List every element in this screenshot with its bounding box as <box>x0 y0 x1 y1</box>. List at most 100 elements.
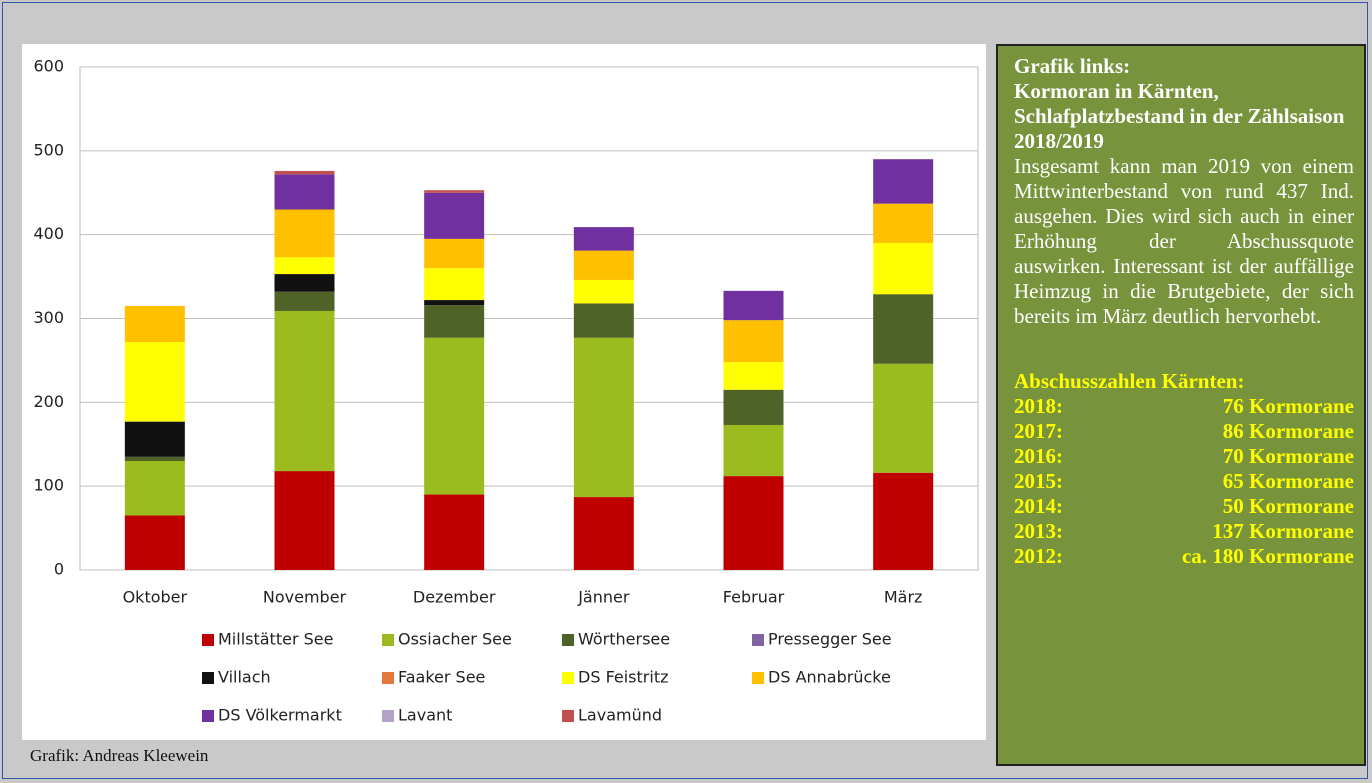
legend-swatch <box>752 672 764 684</box>
bar-segment <box>873 472 934 570</box>
bar-segment <box>723 389 784 425</box>
bar-segment <box>424 268 485 301</box>
legend-label: DS Feistritz <box>578 668 668 687</box>
sidebar: Grafik links: Kormoran in Kärnten, Schla… <box>996 44 1366 766</box>
bar-segment <box>573 250 634 280</box>
bar-segment <box>723 476 784 570</box>
bar-segment <box>274 471 335 570</box>
bar-segment <box>274 209 335 258</box>
legend-label: DS Völkermarkt <box>218 706 342 725</box>
chart: 0 100 200 300 400 500 600 Oktober November Dezemb… <box>33 57 979 725</box>
bar-segment <box>274 310 335 472</box>
bar-segment <box>573 497 634 570</box>
y-tick-label: 600 <box>33 57 64 76</box>
legend-swatch <box>382 634 394 646</box>
sidebar-heading: Kormoran in Kärnten, Schlafplatzbestand … <box>1014 79 1345 153</box>
bar-segment <box>124 456 185 462</box>
table-cell: 2015: <box>1014 469 1063 493</box>
table-row: 2012: ca. 180 Kormorane <box>1014 544 1354 569</box>
bar-segment <box>274 257 335 275</box>
bar-segment <box>424 190 485 193</box>
bar-segment <box>274 174 335 210</box>
legend-swatch <box>562 710 574 722</box>
legend-label: Lavant <box>398 706 452 725</box>
bar-segment <box>124 421 185 457</box>
table-row: 2015: 65 Kormorane <box>1014 469 1354 494</box>
sidebar-body: Insgesamt kann man 2019 von einem Mittwi… <box>1014 154 1354 328</box>
bar-segment <box>573 337 634 498</box>
table-title: Abschusszahlen Kärnten: <box>1014 369 1245 393</box>
table-cell: 50 Kormorane <box>1222 494 1354 518</box>
x-tick-label: Februar <box>723 588 785 607</box>
bar-segment <box>424 300 485 306</box>
bar-segment <box>424 192 485 239</box>
legend-swatch <box>202 634 214 646</box>
cull-table: 2018: 76 Kormorane 2017: 86 Kormorane 2016: 7… <box>1014 394 1354 569</box>
table-cell: 2018: <box>1014 394 1063 418</box>
y-tick-label: 400 <box>33 224 64 243</box>
legend-swatch <box>382 672 394 684</box>
bar-segment <box>723 424 784 477</box>
bar-segment <box>723 362 784 390</box>
sidebar-heading: Grafik links: <box>1014 54 1131 78</box>
x-tick-label: Jänner <box>577 588 630 607</box>
bar-segment <box>274 274 335 292</box>
legend-label: Pressegger See <box>768 630 892 649</box>
x-tick-label: März <box>884 588 923 607</box>
table-cell: 2012: <box>1014 544 1063 568</box>
y-tick-label: 300 <box>33 308 64 327</box>
legend-swatch <box>202 710 214 722</box>
table-row: 2013: 137 Kormorane <box>1014 519 1354 544</box>
table-cell: 65 Kormorane <box>1222 469 1354 493</box>
legend-label: Wörthersee <box>578 630 670 649</box>
bar-segment <box>873 243 934 295</box>
table-cell: 2017: <box>1014 419 1063 443</box>
legend-label: Ossiacher See <box>398 630 512 649</box>
y-tick-label: 0 <box>54 560 64 579</box>
legend-label: DS Annabrücke <box>768 668 891 687</box>
legend-swatch <box>562 672 574 684</box>
legend-swatch <box>202 672 214 684</box>
y-tick-label: 200 <box>33 392 64 411</box>
bar-segment <box>424 337 485 495</box>
bar-segment <box>124 305 185 342</box>
bar-segment <box>274 291 335 311</box>
table-cell: 2016: <box>1014 444 1063 468</box>
table-cell: 70 Kormorane <box>1222 444 1354 468</box>
bar-segment <box>573 303 634 338</box>
table-cell: 2014: <box>1014 494 1063 518</box>
bar-segment <box>723 320 784 363</box>
table-row: 2014: 50 Kormorane <box>1014 494 1354 519</box>
y-tick-label: 100 <box>33 476 64 495</box>
bar-segment <box>873 294 934 364</box>
chart-area: 0 100 200 300 400 500 600 Oktober November Dezemb… <box>22 44 986 740</box>
bar-segment <box>723 290 784 321</box>
bar-segment <box>124 461 185 516</box>
table-cell: 76 Kormorane <box>1222 394 1354 418</box>
legend-label: Millstätter See <box>218 630 333 649</box>
bar-segment <box>873 363 934 473</box>
table-row: 2017: 86 Kormorane <box>1014 419 1354 444</box>
bar-segment <box>124 515 185 570</box>
bar-segment <box>424 305 485 338</box>
table-row: 2018: 76 Kormorane <box>1014 394 1354 419</box>
legend-swatch <box>752 634 764 646</box>
x-tick-label: Oktober <box>123 588 188 607</box>
legend-label: Lavamünd <box>578 706 662 725</box>
credit: Grafik: Andreas Kleewein <box>30 746 209 765</box>
bar-segment <box>873 159 934 204</box>
table-cell: 86 Kormorane <box>1222 419 1354 443</box>
table-cell: 137 Kormorane <box>1212 519 1354 543</box>
table-cell: ca. 180 Kormorane <box>1181 544 1354 568</box>
bar-segment <box>424 238 485 269</box>
bar-segment <box>424 494 485 570</box>
legend-label: Faaker See <box>398 668 485 687</box>
bar-segment <box>573 279 634 304</box>
x-tick-label: November <box>263 588 347 607</box>
y-tick-label: 500 <box>33 140 64 159</box>
table-cell: 2013: <box>1014 519 1063 543</box>
legend-label: Villach <box>218 668 271 687</box>
bar-segment <box>573 227 634 251</box>
table-row: 2016: 70 Kormorane <box>1014 444 1354 469</box>
